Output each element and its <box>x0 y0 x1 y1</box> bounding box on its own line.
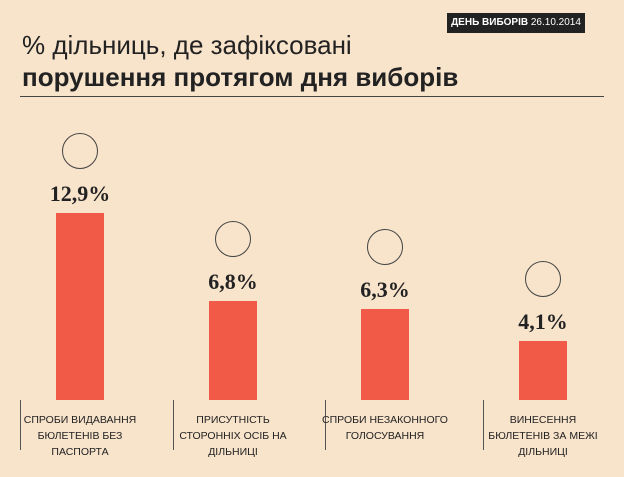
icon <box>367 228 403 265</box>
x-tick-label: ВИНЕСЕННЯ БЮЛЕТЕНІВ ЗА МЕЖІ ДІЛЬНИЦІ <box>488 414 598 458</box>
bar <box>519 340 567 400</box>
bar <box>361 308 409 400</box>
value-label: 6,8% <box>208 269 258 295</box>
chart-subtitle: порушення протягом дня виборів <box>22 62 459 92</box>
value-label: 6,3% <box>360 276 410 302</box>
column-divider <box>20 400 21 450</box>
bar <box>209 301 257 400</box>
x-tick-label: СПРОБИ НЕЗАКОННОГО ГОЛОСУВАННЯ <box>322 414 448 442</box>
icon <box>62 133 98 169</box>
x-tick-label: СПРОБИ ВИДАВАННЯ БЮЛЕТЕНІВ БЕЗ ПАСПОРТА <box>23 414 137 458</box>
value-label: 4,1% <box>518 308 568 334</box>
column-divider <box>483 400 484 450</box>
header-tag: ДЕНЬ ВИБОРІВ <box>451 17 529 28</box>
icon <box>525 260 561 297</box>
column-divider <box>325 400 326 450</box>
chart-title: % дільниць, де зафіксовані <box>22 30 352 60</box>
title-rule <box>20 96 604 97</box>
value-label: 12,9% <box>49 181 111 206</box>
column-divider <box>173 400 174 450</box>
bar <box>56 213 104 400</box>
header-badge: ДЕНЬ ВИБОРІВ 26.10.2014 <box>447 13 585 33</box>
icon <box>215 221 251 258</box>
x-tick-label: ПРИСУТНІСТЬ СТОРОННІХ ОСІБ НА ДІЛЬНИЦІ <box>179 414 287 458</box>
header-date: 26.10.2014 <box>530 17 581 28</box>
